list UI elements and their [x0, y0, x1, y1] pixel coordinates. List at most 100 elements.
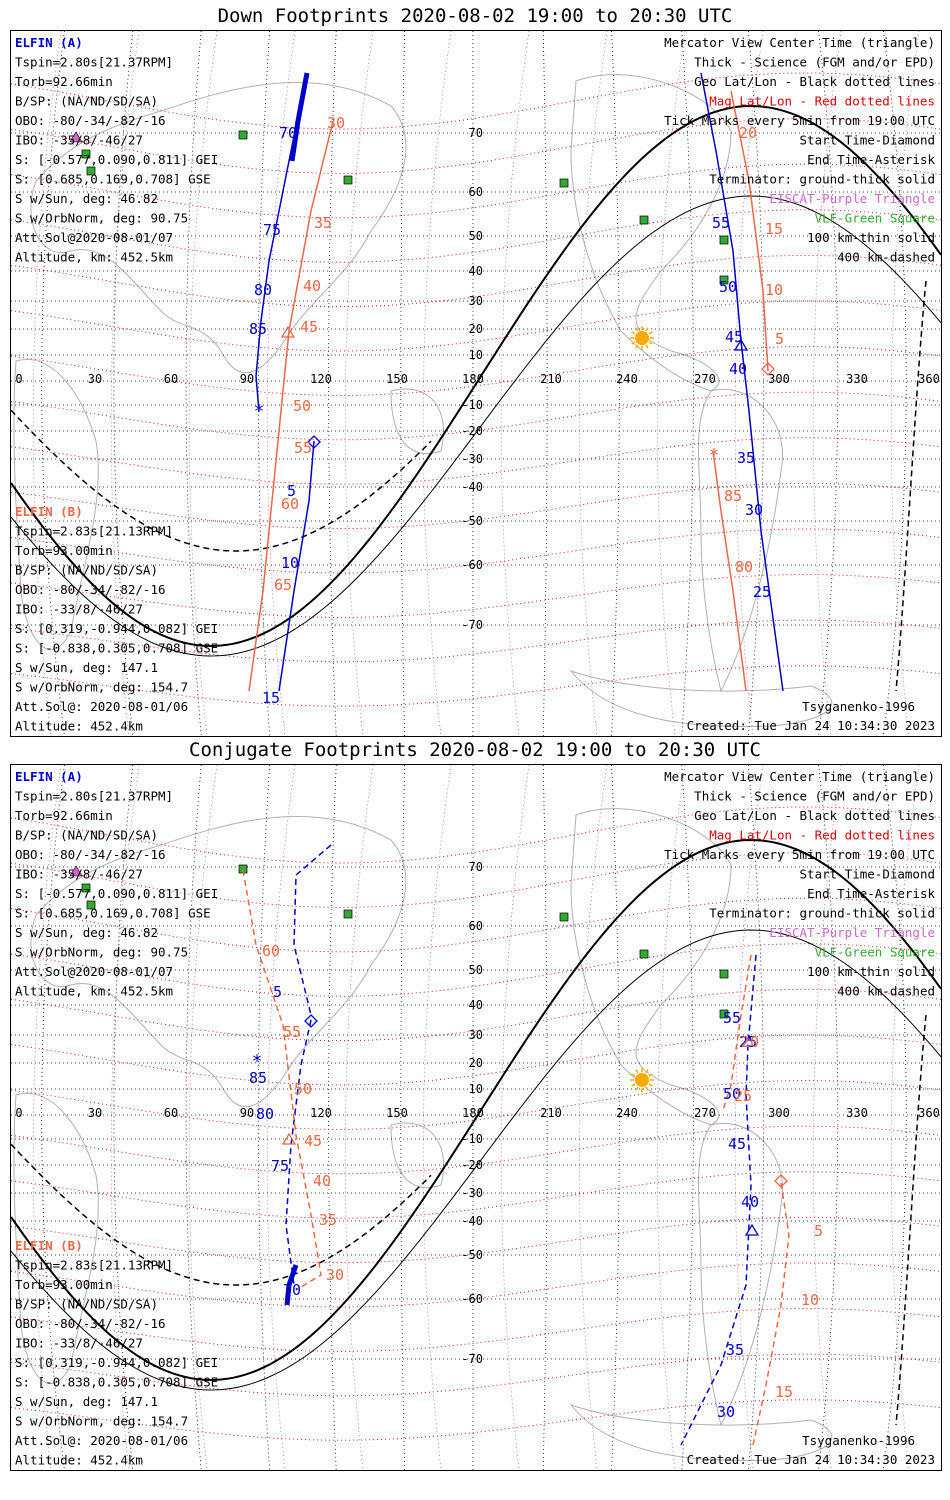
footprint-map-conjugate: 0 30 60 90 120 150 180 210 240 270 300 330 360 70 60 50… [10, 764, 942, 1471]
sun-icon [630, 326, 654, 350]
legend-item: Tick Marks every 5min from 19:00 UTC [664, 847, 935, 862]
elfin-a-tick-label: 50 [719, 278, 737, 296]
elfin-b-tick-label: 50 [293, 397, 311, 415]
elfin-b-end-asterisk: * [709, 445, 720, 466]
lon-tick-label: 240 [616, 1106, 638, 1120]
elfin-a-start-diamond [307, 435, 321, 449]
elfin-a-science-segment [284, 1264, 299, 1306]
legend-item: Mercator View Center Time (triangle) [664, 769, 935, 784]
vlf-station-square [238, 130, 248, 140]
elfin-a-start-diamond [304, 1014, 318, 1028]
eiscat-triangle [69, 865, 83, 877]
model-label: Tsyganenko-1996 [802, 1433, 915, 1448]
elfin-a-label: ELFIN (A) [15, 35, 83, 50]
elfin-a-tick-label: 80 [254, 281, 272, 299]
legend-item: VLF-Green Square [815, 945, 935, 960]
elfin-b-info-line: S: [0.319,-0.944,0.082] GEI [15, 621, 218, 636]
mag-lon-line [656, 30, 686, 737]
elfin-b-track [248, 120, 334, 692]
elfin-b-tick-label: 5 [775, 330, 784, 348]
mag-lat-line [10, 1399, 942, 1441]
vlf-station-square [86, 166, 96, 176]
legend-item: EISCAT-Purple Triangle [769, 191, 935, 206]
model-label: Tsyganenko-1996 [802, 699, 915, 714]
sun-ray [645, 1086, 649, 1091]
mag-lon-line [32, 30, 62, 737]
elfin-a-track [285, 1019, 312, 1286]
geo-lon-line [681, 764, 694, 1471]
elfin-a-info-line: OBO: -80/-34/-82/-16 [15, 847, 166, 862]
mag-lon-line [344, 30, 374, 737]
mag-lon-line [578, 764, 608, 1471]
elfin-a-tick-label: 70 [279, 124, 297, 142]
mag-lat-line [10, 209, 942, 263]
elfin-a-tick-label: 30 [745, 501, 763, 519]
elfin-a-info-line: S: [0.685,0.169,0.708] GSE [15, 906, 211, 921]
elfin-b-tick-label: 15 [765, 220, 783, 238]
legend-item: 400 km-dashed [837, 984, 935, 999]
geo-lon-line [400, 30, 405, 737]
elfin-b-info-line: OBO: -80/-34/-82/-16 [15, 582, 166, 597]
geo-lon-line [185, 764, 202, 1471]
elfin-tracks: * 5 85 80 75 70 55 50 45 40 35 30 25 60 55 50 45 40 35 30 5 1… [242, 844, 823, 1446]
geo-lon-line [41, 764, 65, 1471]
sun-ray [631, 1073, 636, 1077]
lon-tick-label: 150 [386, 372, 408, 386]
panel-title-down: Down Footprints 2020-08-02 19:00 to 20:3… [217, 5, 733, 27]
elfin-b-info-line: B/SP: (NA/ND/SD/SA) [15, 563, 158, 578]
elfin-b-tick-label: 20 [741, 1033, 759, 1051]
mag-lon-line [812, 764, 842, 1471]
lon-tick-label: 210 [540, 372, 562, 386]
continent-outline [570, 74, 732, 392]
lat-tick-label: -50 [461, 1248, 483, 1262]
mag-lon-line [110, 764, 140, 1471]
lon-tick-label: 0 [15, 1106, 22, 1120]
legend-item: End Time-Asterisk [807, 886, 935, 901]
elfin-a-info-line: S: [0.685,0.169,0.708] GSE [15, 172, 211, 187]
sun-ray [648, 331, 653, 335]
lat-tick-label: -60 [461, 1292, 483, 1306]
geo-lon-line [257, 764, 270, 1471]
elfin-a-track [680, 954, 757, 1446]
mag-lon-line [890, 764, 920, 1471]
elfin-b-center-triangle [281, 1132, 297, 1145]
lon-tick-label: 60 [164, 372, 178, 386]
lon-tick-label: 300 [768, 372, 790, 386]
elfin-a-tick-label: 40 [741, 1193, 759, 1211]
mag-lon-line [188, 30, 218, 737]
elfin-a-tick-label: 45 [728, 1135, 746, 1153]
legend-layer: Mercator View Center Time (triangle) Thic… [664, 35, 935, 265]
created-timestamp: Created: Tue Jan 24 10:34:30 2023 [687, 1452, 935, 1467]
elfin-b-info-line: S: [0.319,-0.944,0.082] GEI [15, 1355, 218, 1370]
lat-tick-label: 40 [469, 998, 483, 1012]
sun-ray [631, 331, 636, 335]
sun-ray [645, 344, 649, 349]
mag-lat-line [10, 346, 942, 396]
elfin-a-tick-label: 85 [249, 1069, 267, 1087]
lon-tick-label: 30 [88, 1106, 102, 1120]
lat-tick-label: 50 [469, 963, 483, 977]
terminator-ground-line [10, 838, 942, 1382]
lat-tick-label: -70 [461, 618, 483, 632]
geo-lon-line [611, 30, 620, 737]
lat-tick-label: 30 [469, 294, 483, 308]
mag-lat-line [10, 1125, 942, 1175]
terminator-100km-line [10, 929, 942, 1391]
legend-item: Geo Lat/Lon - Black dotted lines [694, 74, 935, 89]
lon-tick-label: 300 [768, 1106, 790, 1120]
elfin-b-tick-label: 30 [327, 114, 345, 132]
sun-ray [635, 1069, 639, 1074]
lon-tick-label: 90 [240, 1106, 254, 1120]
elfin-b-tick-label: 40 [313, 1172, 331, 1190]
elfin-info-layer: ELFIN (A) Tspin=2.80s[21.37RPM] Torb=92.66… [15, 769, 218, 1468]
elfin-b-track [730, 90, 769, 372]
vlf-station-square [719, 235, 729, 245]
sun-ray [635, 1086, 639, 1091]
lon-tick-label: 360 [918, 372, 940, 386]
legend-item: Start Time-Diamond [800, 867, 935, 882]
mag-lon-line [890, 30, 920, 737]
elfin-b-tick-label: 10 [765, 281, 783, 299]
mag-lat-line [10, 1080, 942, 1130]
continent-outline [390, 388, 445, 454]
elfin-a-info-line: IBO: -35/8/-46/27 [15, 133, 143, 148]
